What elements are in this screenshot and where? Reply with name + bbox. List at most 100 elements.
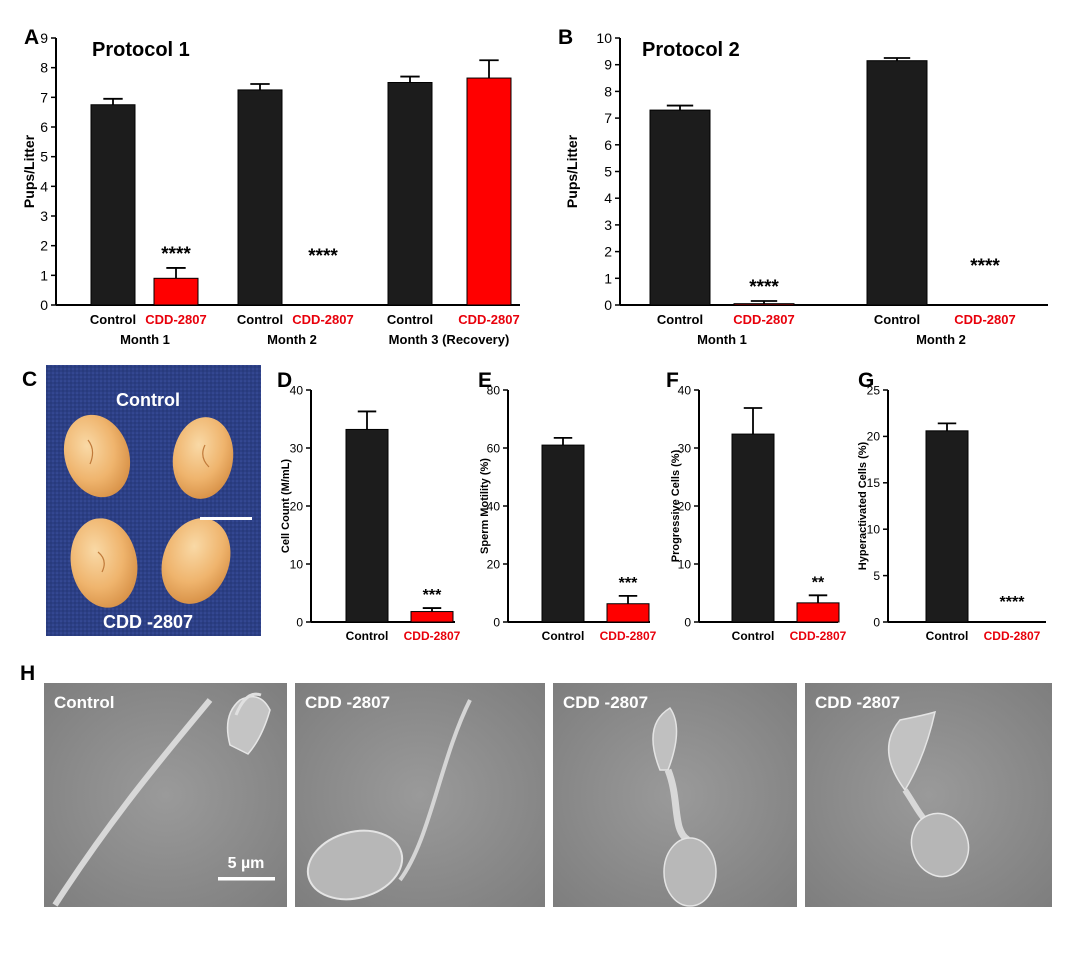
category-label: CDD-2807	[954, 312, 1015, 327]
sperm-head-shape	[663, 837, 717, 907]
y-tick-label: 10	[596, 30, 612, 46]
testis-icon	[161, 518, 231, 604]
panel-h: H Control 5 µm CDD -2807 CDD -2807	[20, 662, 1052, 907]
y-tick-label: 20	[678, 499, 692, 513]
sem-label-2: CDD -2807	[305, 693, 390, 712]
y-tick-label: 6	[40, 119, 48, 135]
sem-image-1: Control 5 µm	[44, 683, 287, 907]
panel-letter-e: E	[478, 369, 492, 392]
y-tick-label: 4	[40, 178, 48, 194]
panel-letter-c: C	[22, 368, 37, 391]
y-tick-label: 60	[487, 441, 501, 455]
panel-letter-f: F	[666, 369, 679, 392]
y-axis-label: Progressive Cells (%)	[670, 449, 682, 562]
y-tick-label: 7	[40, 89, 48, 105]
category-label: Control	[90, 312, 136, 327]
y-tick-label: 3	[40, 208, 48, 224]
category-label: CDD-2807	[733, 312, 794, 327]
significance-marker: ****	[308, 246, 338, 267]
panel-f: F 0 10 20 30 40 Progressive Cells (%) Control *…	[666, 369, 847, 643]
photo-scale-bar	[200, 517, 252, 520]
y-tick-label: 9	[604, 57, 612, 73]
category-label: Control	[732, 629, 775, 643]
panel-a: A Protocol 1 0 1 2 3 4 5 6 7 8 9 Pups/Litter Contro…	[21, 26, 520, 347]
y-tick-label: 1	[40, 267, 48, 283]
y-tick-label: 6	[604, 137, 612, 153]
significance-marker: ****	[1000, 594, 1026, 611]
sperm-cell-icon	[664, 768, 691, 843]
y-tick-label: 80	[487, 383, 501, 397]
bar	[796, 602, 840, 623]
sem-label-3: CDD -2807	[563, 693, 648, 712]
sperm-head-shape	[910, 812, 970, 878]
y-tick-label: 0	[684, 615, 691, 629]
chart-e: 0 20 40 60 80 Sperm Motility (%) Control *** CDD…	[479, 383, 657, 643]
panel-g: G 0 5 10 15 20 25 Hyperactivated Cells (%) Cont…	[857, 369, 1046, 643]
y-tick-label: 5	[604, 164, 612, 180]
y-tick-label: 0	[873, 615, 880, 629]
y-tick-label: 8	[40, 60, 48, 76]
group-label: Month 2	[916, 332, 966, 347]
panel-b-title: Protocol 2	[642, 39, 740, 61]
category-label: Control	[874, 312, 920, 327]
category-label: CDD-2807	[145, 312, 206, 327]
y-tick-label: 30	[678, 441, 692, 455]
y-axis-label: Pups/Litter	[21, 134, 37, 208]
significance-marker: ****	[970, 256, 1000, 277]
chart-b: 0 1 2 3 4 5 6 7 8 9 10 Pups/Litter Control **** CDD-28…	[564, 30, 1048, 347]
category-label: Control	[237, 312, 283, 327]
sperm-head-shape	[652, 706, 678, 771]
category-label: Control	[346, 629, 389, 643]
y-tick-label: 25	[867, 383, 881, 397]
y-tick-label: 5	[40, 149, 48, 165]
y-tick-label: 3	[604, 217, 612, 233]
significance-marker: ***	[423, 587, 442, 604]
y-tick-label: 40	[678, 383, 692, 397]
bar	[345, 428, 389, 623]
group-label: Month 2	[267, 332, 317, 347]
category-label: Control	[387, 312, 433, 327]
testis-icon	[63, 414, 131, 498]
sperm-head-shape	[306, 829, 404, 901]
y-tick-label: 4	[604, 190, 612, 206]
bar	[606, 603, 650, 623]
y-tick-label: 0	[40, 297, 48, 313]
photo-control-label: Control	[116, 390, 180, 410]
bar	[541, 444, 585, 623]
category-label: CDD-2807	[404, 629, 461, 643]
sem-image-4: CDD -2807	[805, 683, 1052, 907]
bar	[466, 77, 512, 306]
bar	[866, 60, 928, 306]
panel-c: C Control CDD -2807	[22, 365, 261, 636]
y-tick-label: 15	[867, 476, 881, 490]
group-label: Month 3 (Recovery)	[389, 332, 510, 347]
panel-a-title: Protocol 1	[92, 39, 190, 61]
y-axis-label: Pups/Litter	[564, 134, 580, 208]
bar	[733, 303, 795, 306]
y-tick-label: 10	[867, 523, 881, 537]
y-axis-label: Sperm Motility (%)	[479, 458, 491, 554]
category-label: CDD-2807	[600, 629, 657, 643]
y-tick-label: 0	[296, 615, 303, 629]
category-label: Control	[542, 629, 585, 643]
y-tick-label: 8	[604, 83, 612, 99]
sperm-cell-icon	[52, 698, 213, 907]
bar	[90, 104, 136, 306]
significance-marker: **	[812, 574, 825, 591]
category-label: Control	[657, 312, 703, 327]
chart-g: 0 5 10 15 20 25 Hyperactivated Cells (%) Contro…	[857, 383, 1046, 643]
sem-image-2: CDD -2807	[295, 683, 545, 907]
panel-letter-d: D	[277, 369, 292, 392]
y-tick-label: 20	[867, 430, 881, 444]
y-axis-label: Hyperactivated Cells (%)	[857, 441, 869, 570]
y-tick-label: 0	[604, 297, 612, 313]
y-tick-label: 20	[487, 557, 501, 571]
sem-label-1: Control	[54, 693, 114, 712]
chart-d: 0 10 20 30 40 Cell Count (M/mL) Control *** CDD-…	[280, 383, 461, 643]
panel-letter-g: G	[858, 369, 874, 392]
photo-cdd-label: CDD -2807	[103, 612, 193, 632]
y-axis-label: Cell Count (M/mL)	[280, 459, 292, 553]
significance-marker: ****	[161, 244, 191, 265]
sperm-cell-icon	[398, 699, 472, 882]
